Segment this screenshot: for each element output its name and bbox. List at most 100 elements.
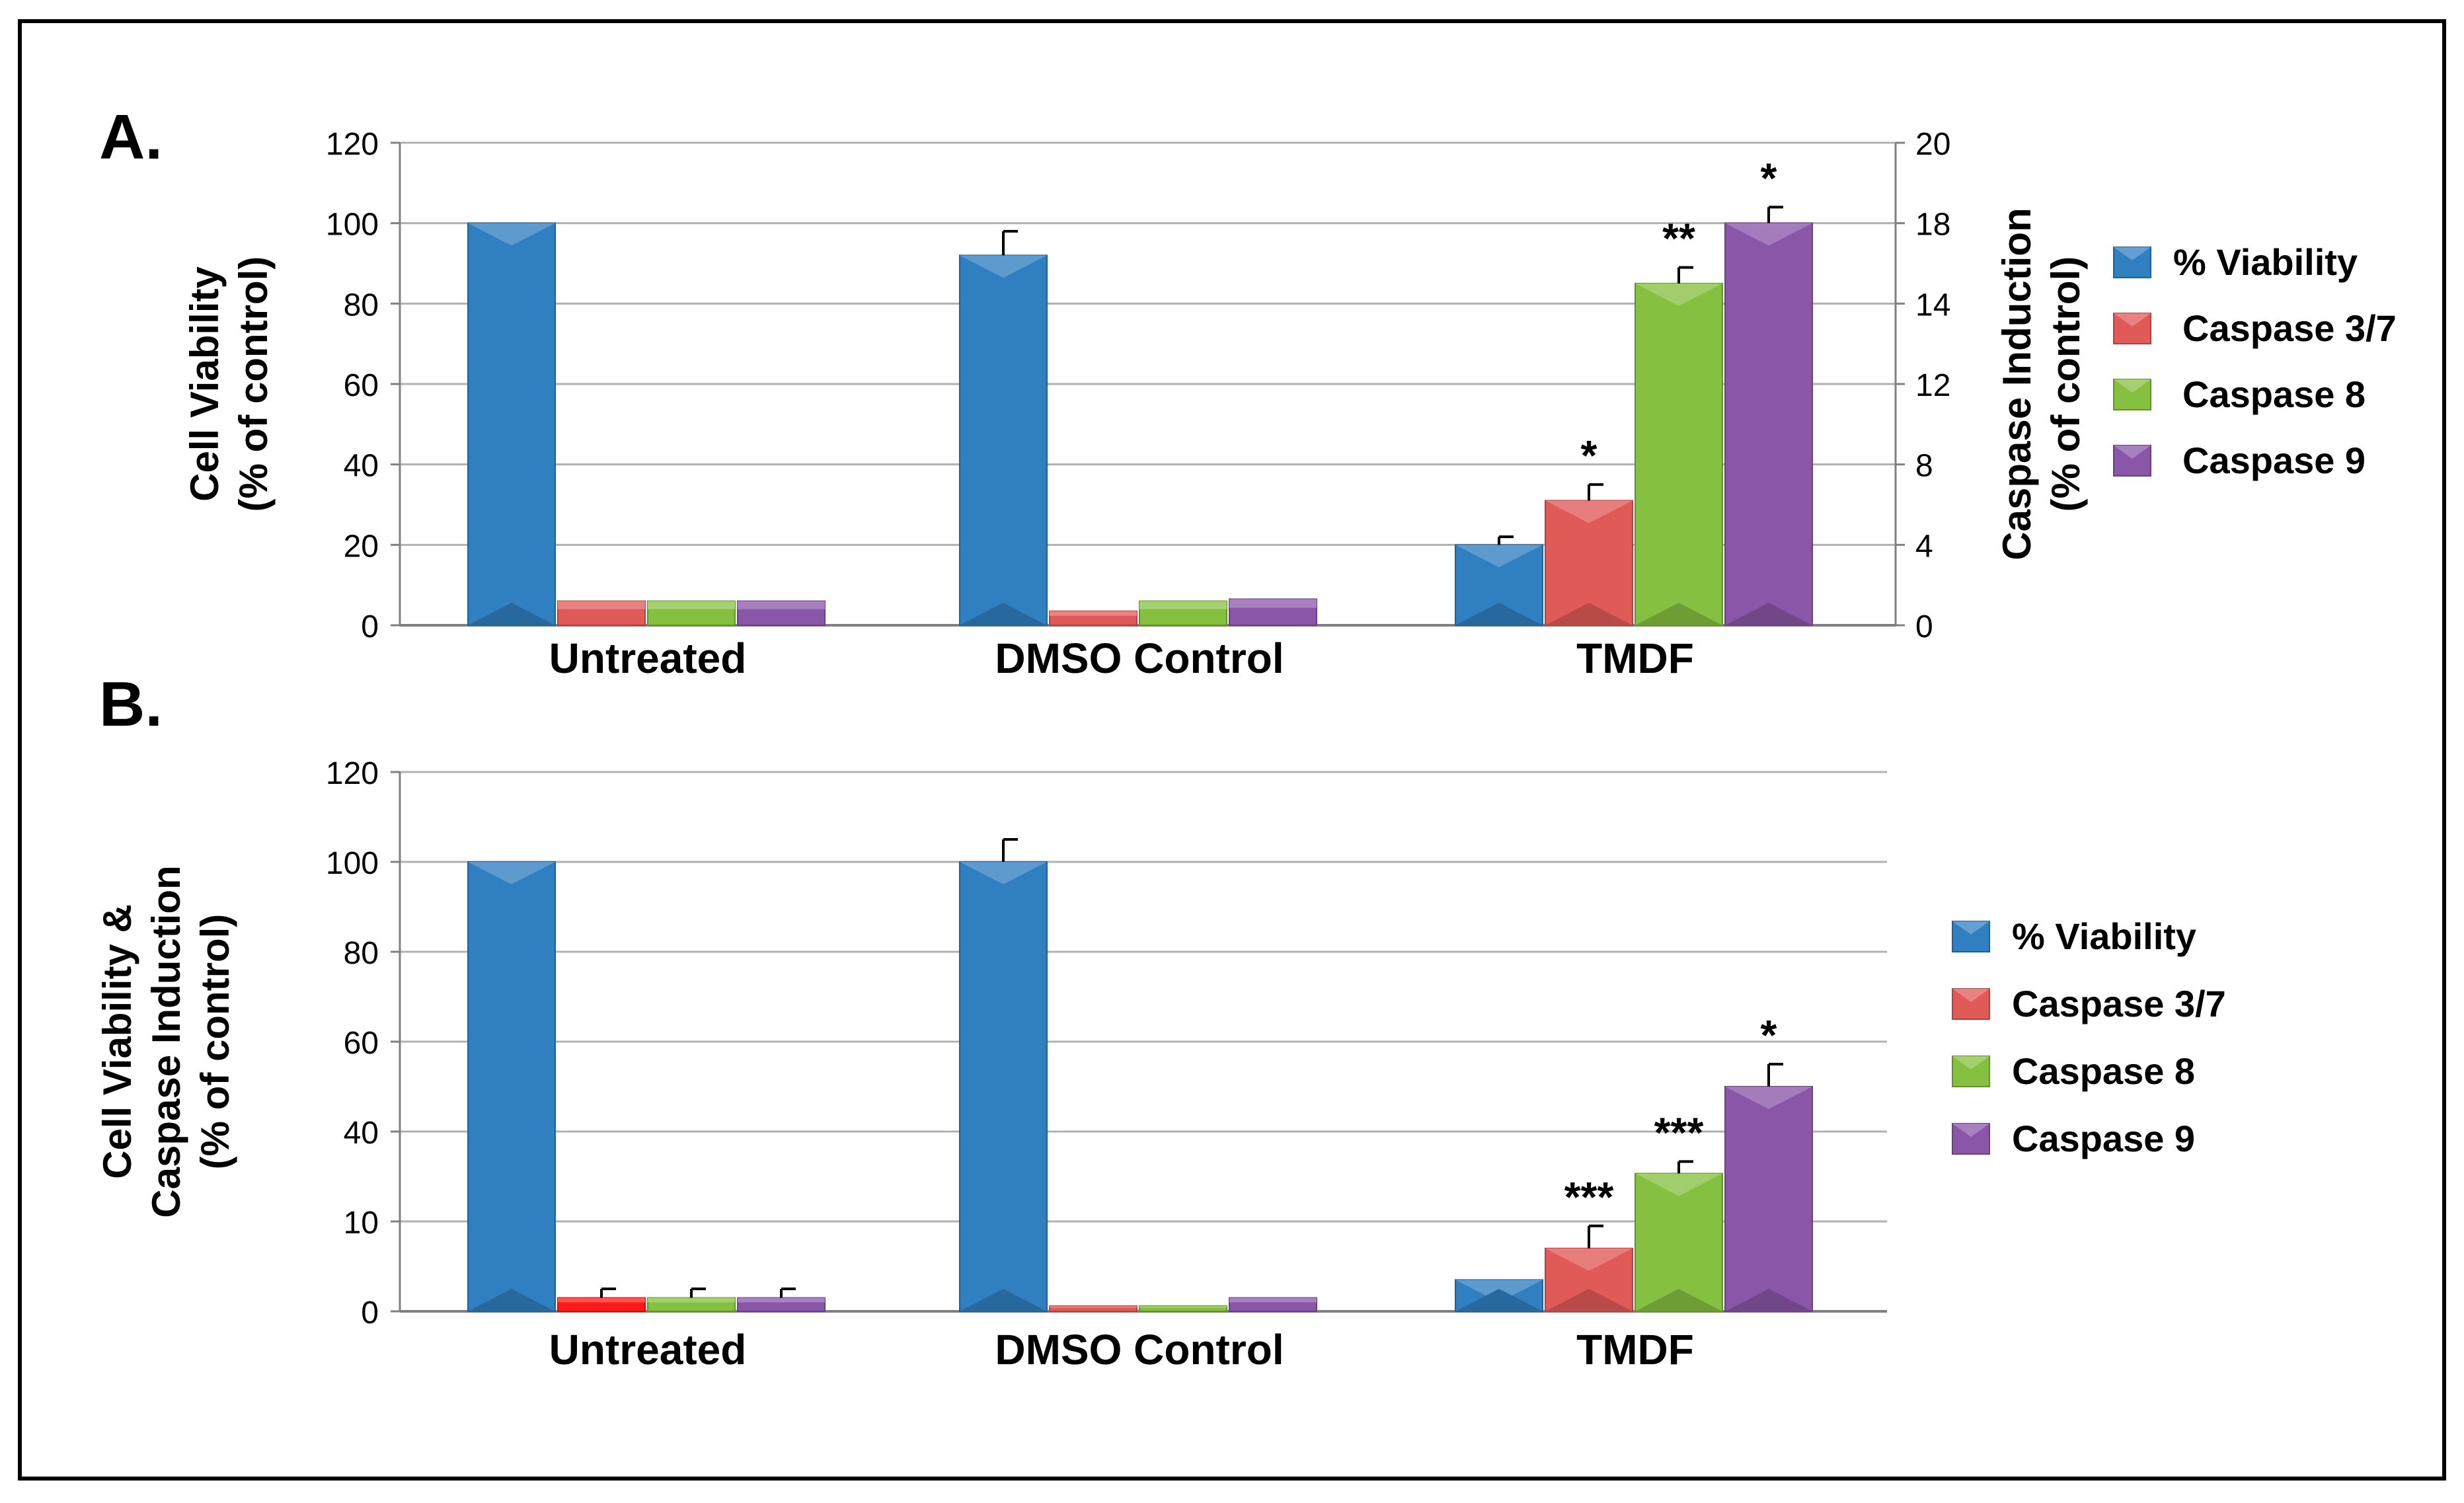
bar-highlight — [1725, 1087, 1812, 1109]
y-axis-label: Cell Viability & — [95, 904, 139, 1179]
panel-label: A. — [99, 102, 163, 173]
y-tick-label: 80 — [344, 936, 379, 971]
bar--viability — [959, 861, 1048, 1312]
bar--viability — [467, 222, 556, 626]
category-label: TMDF — [1576, 1326, 1694, 1373]
category-label: Untreated — [549, 1326, 747, 1373]
bar-highlight — [960, 255, 1047, 278]
bar-shadow — [1635, 603, 1722, 625]
bar--viability — [959, 254, 1048, 627]
bar-highlight — [1229, 1297, 1317, 1303]
y-right-tick-label: 18 — [1915, 208, 1950, 243]
y-axis-label: (% of control) — [193, 914, 237, 1170]
legend-label: Caspase 8 — [2182, 373, 2366, 415]
bar-shadow — [960, 603, 1047, 625]
legend-label: Caspase 3/7 — [2182, 307, 2397, 349]
y-tick-label: 100 — [326, 208, 379, 243]
bar-highlight — [558, 1297, 645, 1303]
bar-highlight — [1725, 223, 1812, 246]
y-right-tick-label: 4 — [1915, 529, 1933, 564]
bar-shadow — [1545, 1289, 1633, 1311]
significance-label: * — [1581, 432, 1598, 479]
y-right-tick-label: 0 — [1915, 609, 1933, 644]
bar-highlight — [738, 601, 825, 609]
bar--viability — [467, 861, 556, 1312]
bar-shadow — [1725, 1289, 1812, 1311]
y-tick-label: 100 — [326, 846, 379, 881]
bar-shadow — [1545, 603, 1633, 625]
y-tick-label: 10 — [344, 1206, 379, 1241]
bar-caspase-8 — [1635, 1173, 1723, 1313]
bar-highlight — [468, 862, 555, 884]
significance-label: * — [1761, 154, 1777, 202]
legend-label: Caspase 9 — [2182, 440, 2366, 481]
y-right-axis-label: Caspase Induction — [1995, 208, 2039, 560]
bar-shadow — [960, 1289, 1047, 1311]
panel-label: B. — [99, 669, 163, 740]
bar-highlight — [1635, 1173, 1722, 1196]
legend-swatch-highlight — [2114, 445, 2151, 459]
bar-highlight — [468, 223, 555, 246]
y-tick-label: 60 — [344, 1026, 379, 1061]
bar-shadow — [1635, 1289, 1722, 1311]
legend-swatch-highlight — [2114, 313, 2151, 327]
y-tick-label: 20 — [344, 529, 379, 564]
legend-label: Caspase 9 — [2012, 1118, 2195, 1159]
y-right-tick-label: 14 — [1915, 288, 1950, 323]
category-label: TMDF — [1576, 635, 1694, 682]
bar-highlight — [1545, 1248, 1633, 1271]
legend-swatch-highlight — [1952, 989, 1989, 1002]
bar-caspase-9 — [1724, 1086, 1813, 1312]
bar-shadow — [1455, 603, 1543, 625]
figure-border — [18, 19, 2446, 1481]
bar-shadow — [1455, 1289, 1543, 1311]
y-axis-label: Cell Viability — [182, 266, 227, 502]
bar-highlight — [648, 601, 735, 609]
y-right-tick-label: 20 — [1915, 127, 1950, 162]
significance-label: * — [1761, 1011, 1777, 1059]
significance-label: ** — [1662, 215, 1695, 262]
legend-label: % Viability — [2173, 241, 2358, 283]
y-tick-label: 120 — [326, 756, 379, 791]
significance-label: *** — [1654, 1108, 1704, 1156]
y-tick-label: 120 — [326, 127, 379, 162]
y-right-tick-label: 12 — [1915, 368, 1950, 403]
bar-shadow — [468, 603, 555, 625]
bar-shadow — [1725, 603, 1812, 625]
bar-highlight — [648, 1297, 735, 1303]
legend-label: Caspase 8 — [2012, 1050, 2195, 1092]
y-right-axis-label: (% of control) — [2044, 256, 2088, 512]
y-tick-label: 40 — [344, 1116, 379, 1151]
bar-highlight — [1229, 599, 1317, 608]
y-tick-label: 60 — [344, 368, 379, 403]
bar-caspase-8 — [1635, 282, 1723, 626]
bar-caspase-9 — [1724, 222, 1813, 626]
y-right-tick-label: 8 — [1915, 449, 1933, 484]
bar-highlight — [1050, 1305, 1137, 1308]
bar-highlight — [1139, 601, 1227, 609]
bar-highlight — [960, 862, 1047, 884]
bar-highlight — [1050, 611, 1137, 616]
bar-highlight — [1455, 545, 1543, 568]
legend-swatch-highlight — [2114, 247, 2151, 260]
y-axis-label: (% of control) — [231, 256, 276, 512]
bar-highlight — [1545, 500, 1633, 523]
legend-swatch-highlight — [1952, 1124, 1989, 1137]
y-tick-label: 40 — [344, 449, 379, 484]
y-axis-label: Caspase Induction — [144, 865, 188, 1217]
bar-highlight — [1635, 283, 1722, 306]
legend-label: % Viability — [2012, 915, 2196, 957]
y-tick-label: 80 — [344, 288, 379, 323]
significance-label: *** — [1564, 1173, 1614, 1221]
category-label: DMSO Control — [995, 635, 1284, 682]
bar-highlight — [558, 601, 645, 609]
y-tick-label: 0 — [361, 609, 379, 644]
bar-shadow — [468, 1289, 555, 1311]
category-label: Untreated — [549, 635, 747, 682]
bar-highlight — [1139, 1305, 1227, 1308]
legend-swatch-highlight — [1952, 1056, 1989, 1069]
panel-a: A. 0 20 40 60 80 100 120 0 4 8 12 14 18 20 Caspase Indu… — [99, 102, 2397, 682]
